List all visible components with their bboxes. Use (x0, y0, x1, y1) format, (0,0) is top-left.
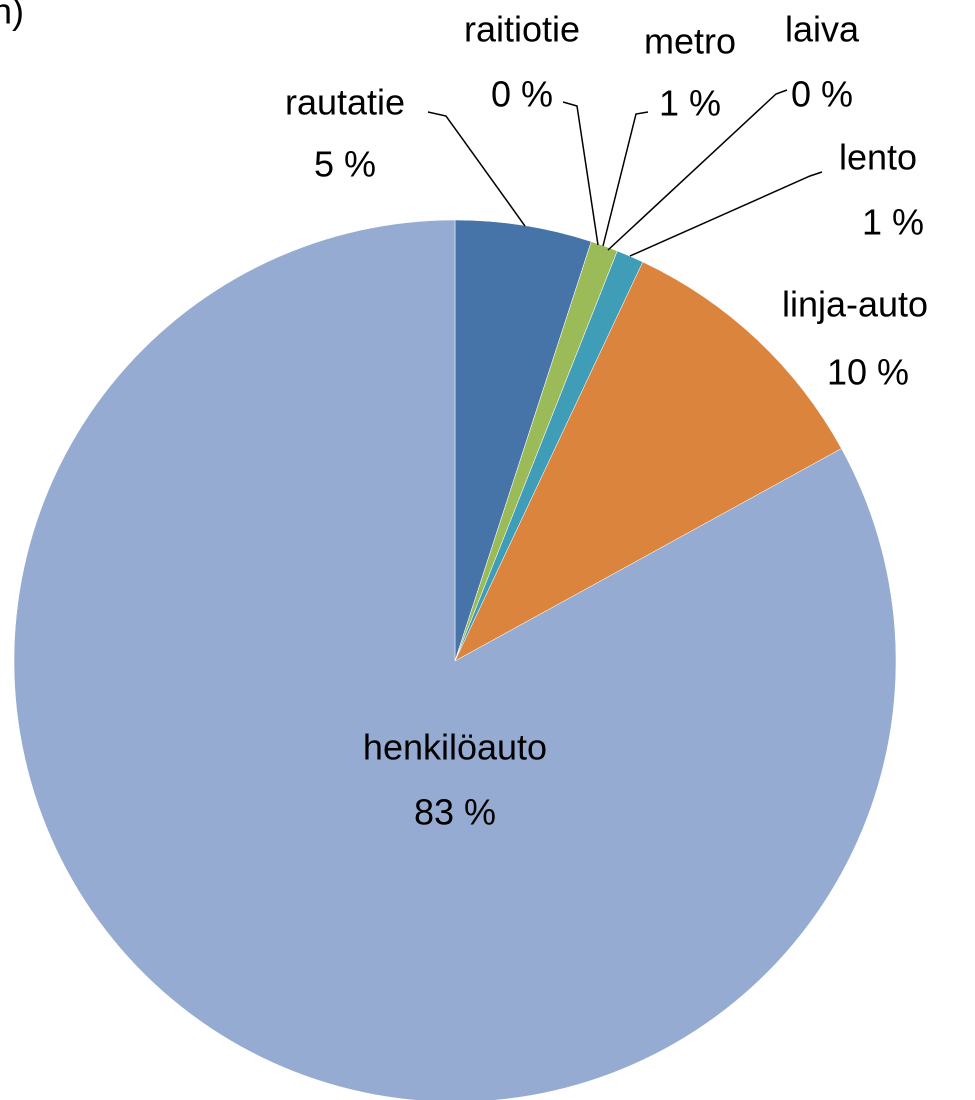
slice-value-label: 10 % (827, 352, 909, 393)
slice-label: raitiotie (464, 9, 580, 50)
slice-label: metro (644, 21, 736, 62)
leader-line (607, 89, 788, 251)
leader-lines (427, 89, 823, 257)
slice-value-label: 0 % (491, 74, 553, 115)
leader-line (602, 111, 649, 247)
slice-value-label: 0 % (791, 74, 853, 115)
slice-value-label: 5 % (314, 144, 376, 185)
slice-label: lento (839, 137, 917, 178)
slice-label: henkilöauto (363, 727, 547, 768)
slice-label: laiva (785, 9, 860, 50)
slice-value-label: 1 % (659, 83, 721, 124)
pie-slice (454, 261, 842, 662)
slices (13, 219, 897, 1100)
slice-value-label: 1 % (862, 202, 924, 243)
slice-label: linja-auto (782, 284, 928, 325)
slice-value-label: 83 % (414, 792, 496, 833)
leader-line (427, 111, 526, 227)
pie-slice (13, 219, 897, 1100)
leader-line (562, 101, 599, 246)
slice-label: rautatie (285, 82, 405, 123)
chart-title: n) (0, 0, 24, 32)
leader-line (629, 171, 823, 257)
